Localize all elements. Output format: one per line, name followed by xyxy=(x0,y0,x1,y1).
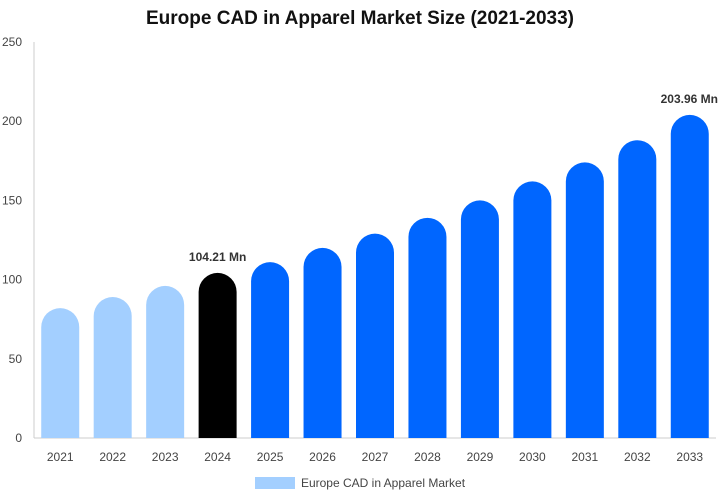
chart-title: Europe CAD in Apparel Market Size (2021-… xyxy=(146,8,574,29)
bar-2031 xyxy=(565,162,604,438)
x-tick-label: 2028 xyxy=(414,450,441,464)
bar-2025 xyxy=(251,262,290,438)
legend-label: Europe CAD in Apparel Market xyxy=(300,476,466,490)
y-tick-label: 150 xyxy=(2,193,22,207)
bar-2027 xyxy=(356,233,394,438)
data-label-2024: 104.21 Mn xyxy=(189,250,246,264)
y-tick-label: 0 xyxy=(15,431,22,445)
bar-2033 xyxy=(670,114,709,438)
bar-2024 xyxy=(198,272,237,438)
x-tick-label: 2030 xyxy=(519,450,546,464)
bar-2022 xyxy=(93,297,132,438)
x-tick-label: 2033 xyxy=(676,450,703,464)
x-tick-label: 2029 xyxy=(467,450,494,464)
x-tick-label: 2027 xyxy=(362,450,389,464)
y-tick-label: 250 xyxy=(2,35,22,49)
x-tick-label: 2022 xyxy=(99,450,126,464)
bar-2023 xyxy=(146,285,185,438)
bar-2028 xyxy=(408,217,447,438)
y-tick-label: 100 xyxy=(2,273,22,287)
x-tick-label: 2023 xyxy=(152,450,179,464)
x-tick-label: 2024 xyxy=(204,450,231,464)
legend-swatch xyxy=(254,477,295,489)
x-tick-label: 2021 xyxy=(47,450,74,464)
bar-2029 xyxy=(460,200,499,438)
bar-2032 xyxy=(618,140,657,438)
x-tick-label: 2031 xyxy=(571,450,598,464)
x-tick-label: 2026 xyxy=(309,450,336,464)
y-tick-label: 200 xyxy=(2,114,22,128)
bar-2030 xyxy=(513,181,552,438)
x-tick-label: 2032 xyxy=(624,450,651,464)
x-tick-label: 2025 xyxy=(257,450,284,464)
data-label-2033: 203.96 Mn xyxy=(661,92,718,106)
bar-2021 xyxy=(41,308,80,438)
legend[interactable]: Europe CAD in Apparel Market xyxy=(0,476,720,490)
bar-2026 xyxy=(303,247,342,438)
y-tick-label: 50 xyxy=(9,352,23,366)
